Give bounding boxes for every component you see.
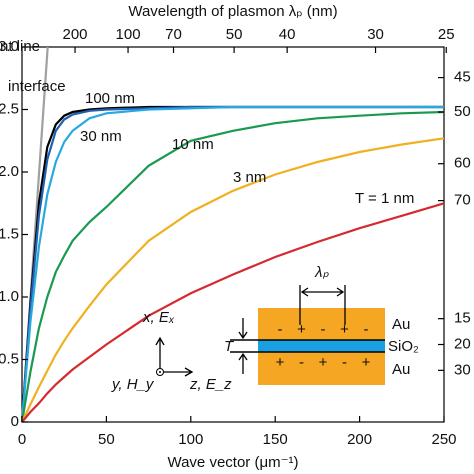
- top-tick-label: 25: [438, 26, 455, 43]
- sio2-layer: [258, 340, 385, 352]
- x-tick-label: 200: [347, 431, 372, 448]
- curve: [21, 202, 445, 423]
- charge: +: [297, 321, 306, 338]
- y-tick-label: 1.0: [0, 288, 19, 305]
- curves: [20, 46, 445, 423]
- x-tick-label: 100: [178, 431, 203, 448]
- curve: [20, 110, 445, 423]
- thickness-label: T: [224, 338, 235, 355]
- period-bracket: [299, 285, 346, 325]
- charge: -: [321, 321, 326, 338]
- charge: +: [276, 354, 285, 371]
- y-tick-label: 2.5: [0, 100, 19, 117]
- right-tick-label: 15: [454, 310, 471, 327]
- top-tick-label: 200: [63, 26, 88, 43]
- series-label: interface: [8, 78, 66, 95]
- layer-label: Au: [392, 316, 410, 333]
- top-tick-label: 30: [367, 26, 384, 43]
- axis-symbol: x, Eₓ: [142, 309, 175, 326]
- axis-symbol: y, H_y: [111, 376, 155, 393]
- y-tick-label: 2.0: [0, 163, 19, 180]
- series-label: 30 nm: [80, 128, 122, 145]
- series-label: T = 1 nm: [355, 190, 414, 207]
- charge: +: [362, 354, 371, 371]
- charge: +: [340, 321, 349, 338]
- layer-label: Au: [392, 361, 410, 378]
- charge: -: [342, 354, 347, 371]
- top-axis-title: Wavelength of plasmon λₚ (nm): [128, 3, 337, 20]
- top-tick-label: 40: [279, 26, 296, 43]
- series-label: 10 nm: [172, 136, 214, 153]
- axis-symbol: z, E_z: [189, 376, 232, 393]
- y-tick-label: 1.5: [0, 225, 19, 242]
- x-tick-label: 50: [98, 431, 115, 448]
- y-tick-label: 0.5: [0, 350, 19, 367]
- series-label: nt line: [0, 38, 40, 55]
- curve: [21, 137, 445, 423]
- thickness-arrows: [238, 318, 248, 374]
- y-tick-label: 0: [11, 413, 19, 430]
- coordinate-axes: [155, 336, 194, 377]
- period-label: λₚ: [314, 264, 329, 281]
- right-tick-label: 70: [454, 192, 471, 209]
- inset: Au SiO₂ Au T λₚ x, Eₓ y, H_y z, E_z - + - +…: [111, 264, 419, 393]
- right-tick-label: 50: [454, 103, 471, 120]
- series-label: 3 nm: [233, 169, 266, 186]
- y-axis-dot: [159, 371, 161, 373]
- charge: -: [364, 321, 369, 338]
- layer-label: SiO₂: [388, 338, 419, 355]
- x-tick-label: 150: [263, 431, 288, 448]
- right-tick-label: 60: [454, 155, 471, 172]
- x-tick-label: 0: [18, 431, 26, 448]
- series-label: 100 nm: [85, 90, 135, 107]
- charge: -: [299, 354, 304, 371]
- right-tick-label: 20: [454, 335, 471, 352]
- x-axis-title: Wave vector (μm⁻¹): [167, 454, 298, 471]
- top-tick-label: 50: [226, 26, 243, 43]
- y-tick-label: 3.0: [0, 38, 19, 55]
- curve: [20, 105, 444, 423]
- top-tick-label: 100: [116, 26, 141, 43]
- charge: -: [278, 321, 283, 338]
- right-tick-label: 30: [454, 361, 471, 378]
- top-tick-label: 70: [165, 26, 182, 43]
- charge: +: [319, 354, 328, 371]
- right-tick-label: 45: [454, 69, 471, 86]
- x-tick-label: 250: [431, 431, 456, 448]
